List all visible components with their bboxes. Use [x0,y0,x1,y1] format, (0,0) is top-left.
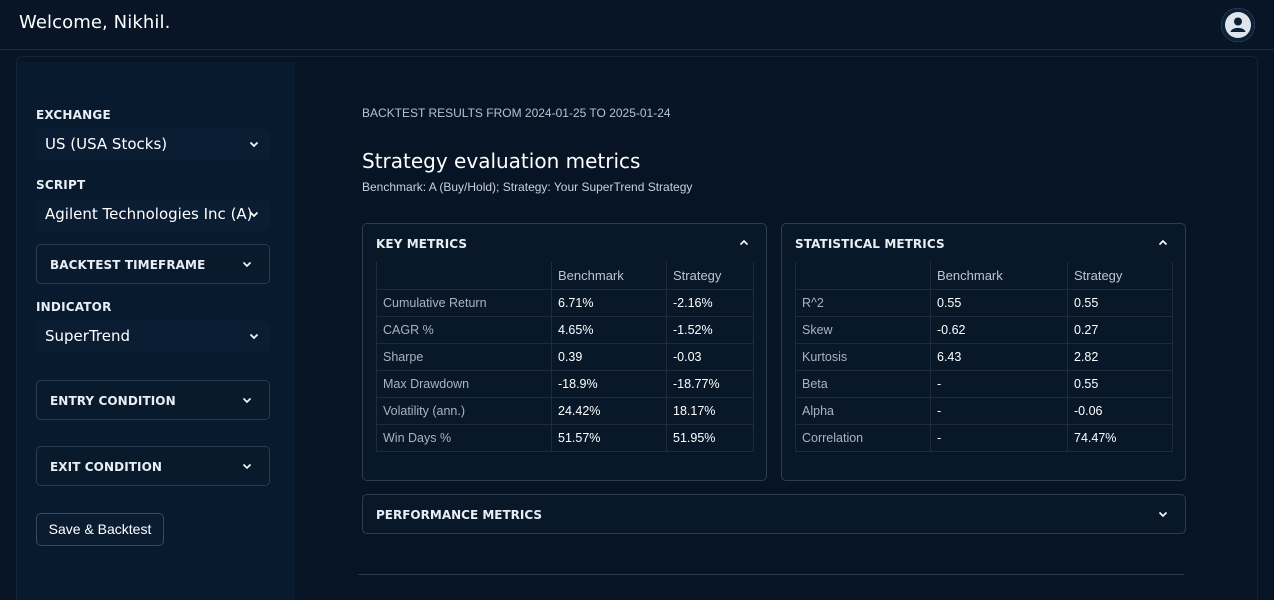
indicator-select[interactable]: SuperTrend [36,321,270,353]
column-header: Benchmark [551,262,667,290]
strategy-value: -0.06 [1067,397,1173,425]
strategy-value: -2.16% [666,289,754,317]
column-header: Benchmark [930,262,1068,290]
metric-name: Correlation [795,424,931,452]
exchange-label: EXCHANGE [36,108,111,122]
benchmark-value: 4.65% [551,316,667,344]
metric-name: CAGR % [376,316,552,344]
strategy-value: 0.27 [1067,316,1173,344]
table-row: Cumulative Return 6.71% -2.16% [376,289,754,317]
statistical-metrics-title: STATISTICAL METRICS [795,237,945,251]
chevron-up-icon[interactable] [1157,237,1169,249]
table-header-row: Benchmark Strategy [376,262,754,290]
strategy-value: 18.17% [666,397,754,425]
table-header-row: Benchmark Strategy [795,262,1173,290]
chevron-down-icon [249,141,259,148]
metric-name: Skew [795,316,931,344]
table-row: Alpha - -0.06 [795,397,1173,425]
strategy-value: -1.52% [666,316,754,344]
strategy-value: -0.03 [666,343,754,371]
page-title: Strategy evaluation metrics [362,149,641,173]
benchmark-value: - [930,370,1068,398]
backtest-timeframe-label: BACKTEST TIMEFRAME [50,258,206,272]
statistical-metrics-table: Benchmark Strategy R^2 0.55 0.55 Skew -0… [795,262,1173,452]
table-row: Kurtosis 6.43 2.82 [795,343,1173,371]
benchmark-value: 6.43 [930,343,1068,371]
metric-name: Max Drawdown [376,370,552,398]
column-header [795,262,931,290]
strategy-value: 0.55 [1067,289,1173,317]
strategy-value: 74.47% [1067,424,1173,452]
exit-condition-section[interactable]: EXIT CONDITION [36,446,270,486]
indicator-label: INDICATOR [36,300,112,314]
table-row: Correlation - 74.47% [795,424,1173,452]
welcome-text: Welcome, Nikhil. [19,12,171,33]
benchmark-value: 0.55 [930,289,1068,317]
benchmark-value: 0.39 [551,343,667,371]
metric-name: Alpha [795,397,931,425]
entry-condition-label: ENTRY CONDITION [50,394,176,408]
metric-name: Volatility (ann.) [376,397,552,425]
script-value: Agilent Technologies Inc (A) [45,205,253,223]
metric-name: Cumulative Return [376,289,552,317]
table-row: R^2 0.55 0.55 [795,289,1173,317]
chevron-down-icon [242,397,252,404]
strategy-value: 0.55 [1067,370,1173,398]
benchmark-description: Benchmark: A (Buy/Hold); Strategy: Your … [362,180,693,194]
table-row: Beta - 0.55 [795,370,1173,398]
exchange-value: US (USA Stocks) [45,135,168,153]
benchmark-value: - [930,397,1068,425]
performance-metrics-title: PERFORMANCE METRICS [376,508,543,522]
chevron-down-icon [249,211,259,218]
column-header: Strategy [1067,262,1173,290]
table-row: Skew -0.62 0.27 [795,316,1173,344]
column-header: Strategy [666,262,754,290]
benchmark-value: -0.62 [930,316,1068,344]
key-metrics-title: KEY METRICS [376,237,468,251]
results-date-range: BACKTEST RESULTS FROM 2024-01-25 TO 2025… [362,106,671,120]
column-header [376,262,552,290]
metric-name: Sharpe [376,343,552,371]
strategy-value: -18.77% [666,370,754,398]
key-metrics-table: Benchmark Strategy Cumulative Return 6.7… [376,262,754,452]
entry-condition-section[interactable]: ENTRY CONDITION [36,380,270,420]
performance-metrics-section[interactable]: PERFORMANCE METRICS [362,494,1186,534]
chevron-down-icon [242,261,252,268]
strategy-value: 2.82 [1067,343,1173,371]
save-backtest-button[interactable]: Save & Backtest [36,513,164,546]
table-row: Win Days % 51.57% 51.95% [376,424,754,452]
exchange-select[interactable]: US (USA Stocks) [36,129,270,161]
top-bar: Welcome, Nikhil. [0,0,1274,50]
benchmark-value: 24.42% [551,397,667,425]
benchmark-value: -18.9% [551,370,667,398]
statistical-metrics-panel: STATISTICAL METRICS Benchmark Strategy R… [781,223,1186,481]
chevron-down-icon [249,333,259,340]
benchmark-value: - [930,424,1068,452]
script-label: SCRIPT [36,178,86,192]
metric-name: Kurtosis [795,343,931,371]
script-select[interactable]: Agilent Technologies Inc (A) [36,199,270,231]
user-avatar-icon[interactable] [1221,8,1255,42]
benchmark-value: 6.71% [551,289,667,317]
chevron-down-icon [242,463,252,470]
table-row: Volatility (ann.) 24.42% 18.17% [376,397,754,425]
metric-name: Beta [795,370,931,398]
divider [358,574,1184,575]
backtest-timeframe-section[interactable]: BACKTEST TIMEFRAME [36,244,270,284]
strategy-value: 51.95% [666,424,754,452]
exit-condition-label: EXIT CONDITION [50,460,163,474]
benchmark-value: 51.57% [551,424,667,452]
metric-name: Win Days % [376,424,552,452]
table-row: Max Drawdown -18.9% -18.77% [376,370,754,398]
chevron-up-icon[interactable] [738,237,750,249]
key-metrics-panel: KEY METRICS Benchmark Strategy Cumulativ… [362,223,767,481]
table-row: Sharpe 0.39 -0.03 [376,343,754,371]
chevron-down-icon [1158,511,1168,518]
metric-name: R^2 [795,289,931,317]
table-row: CAGR % 4.65% -1.52% [376,316,754,344]
indicator-value: SuperTrend [45,327,130,345]
